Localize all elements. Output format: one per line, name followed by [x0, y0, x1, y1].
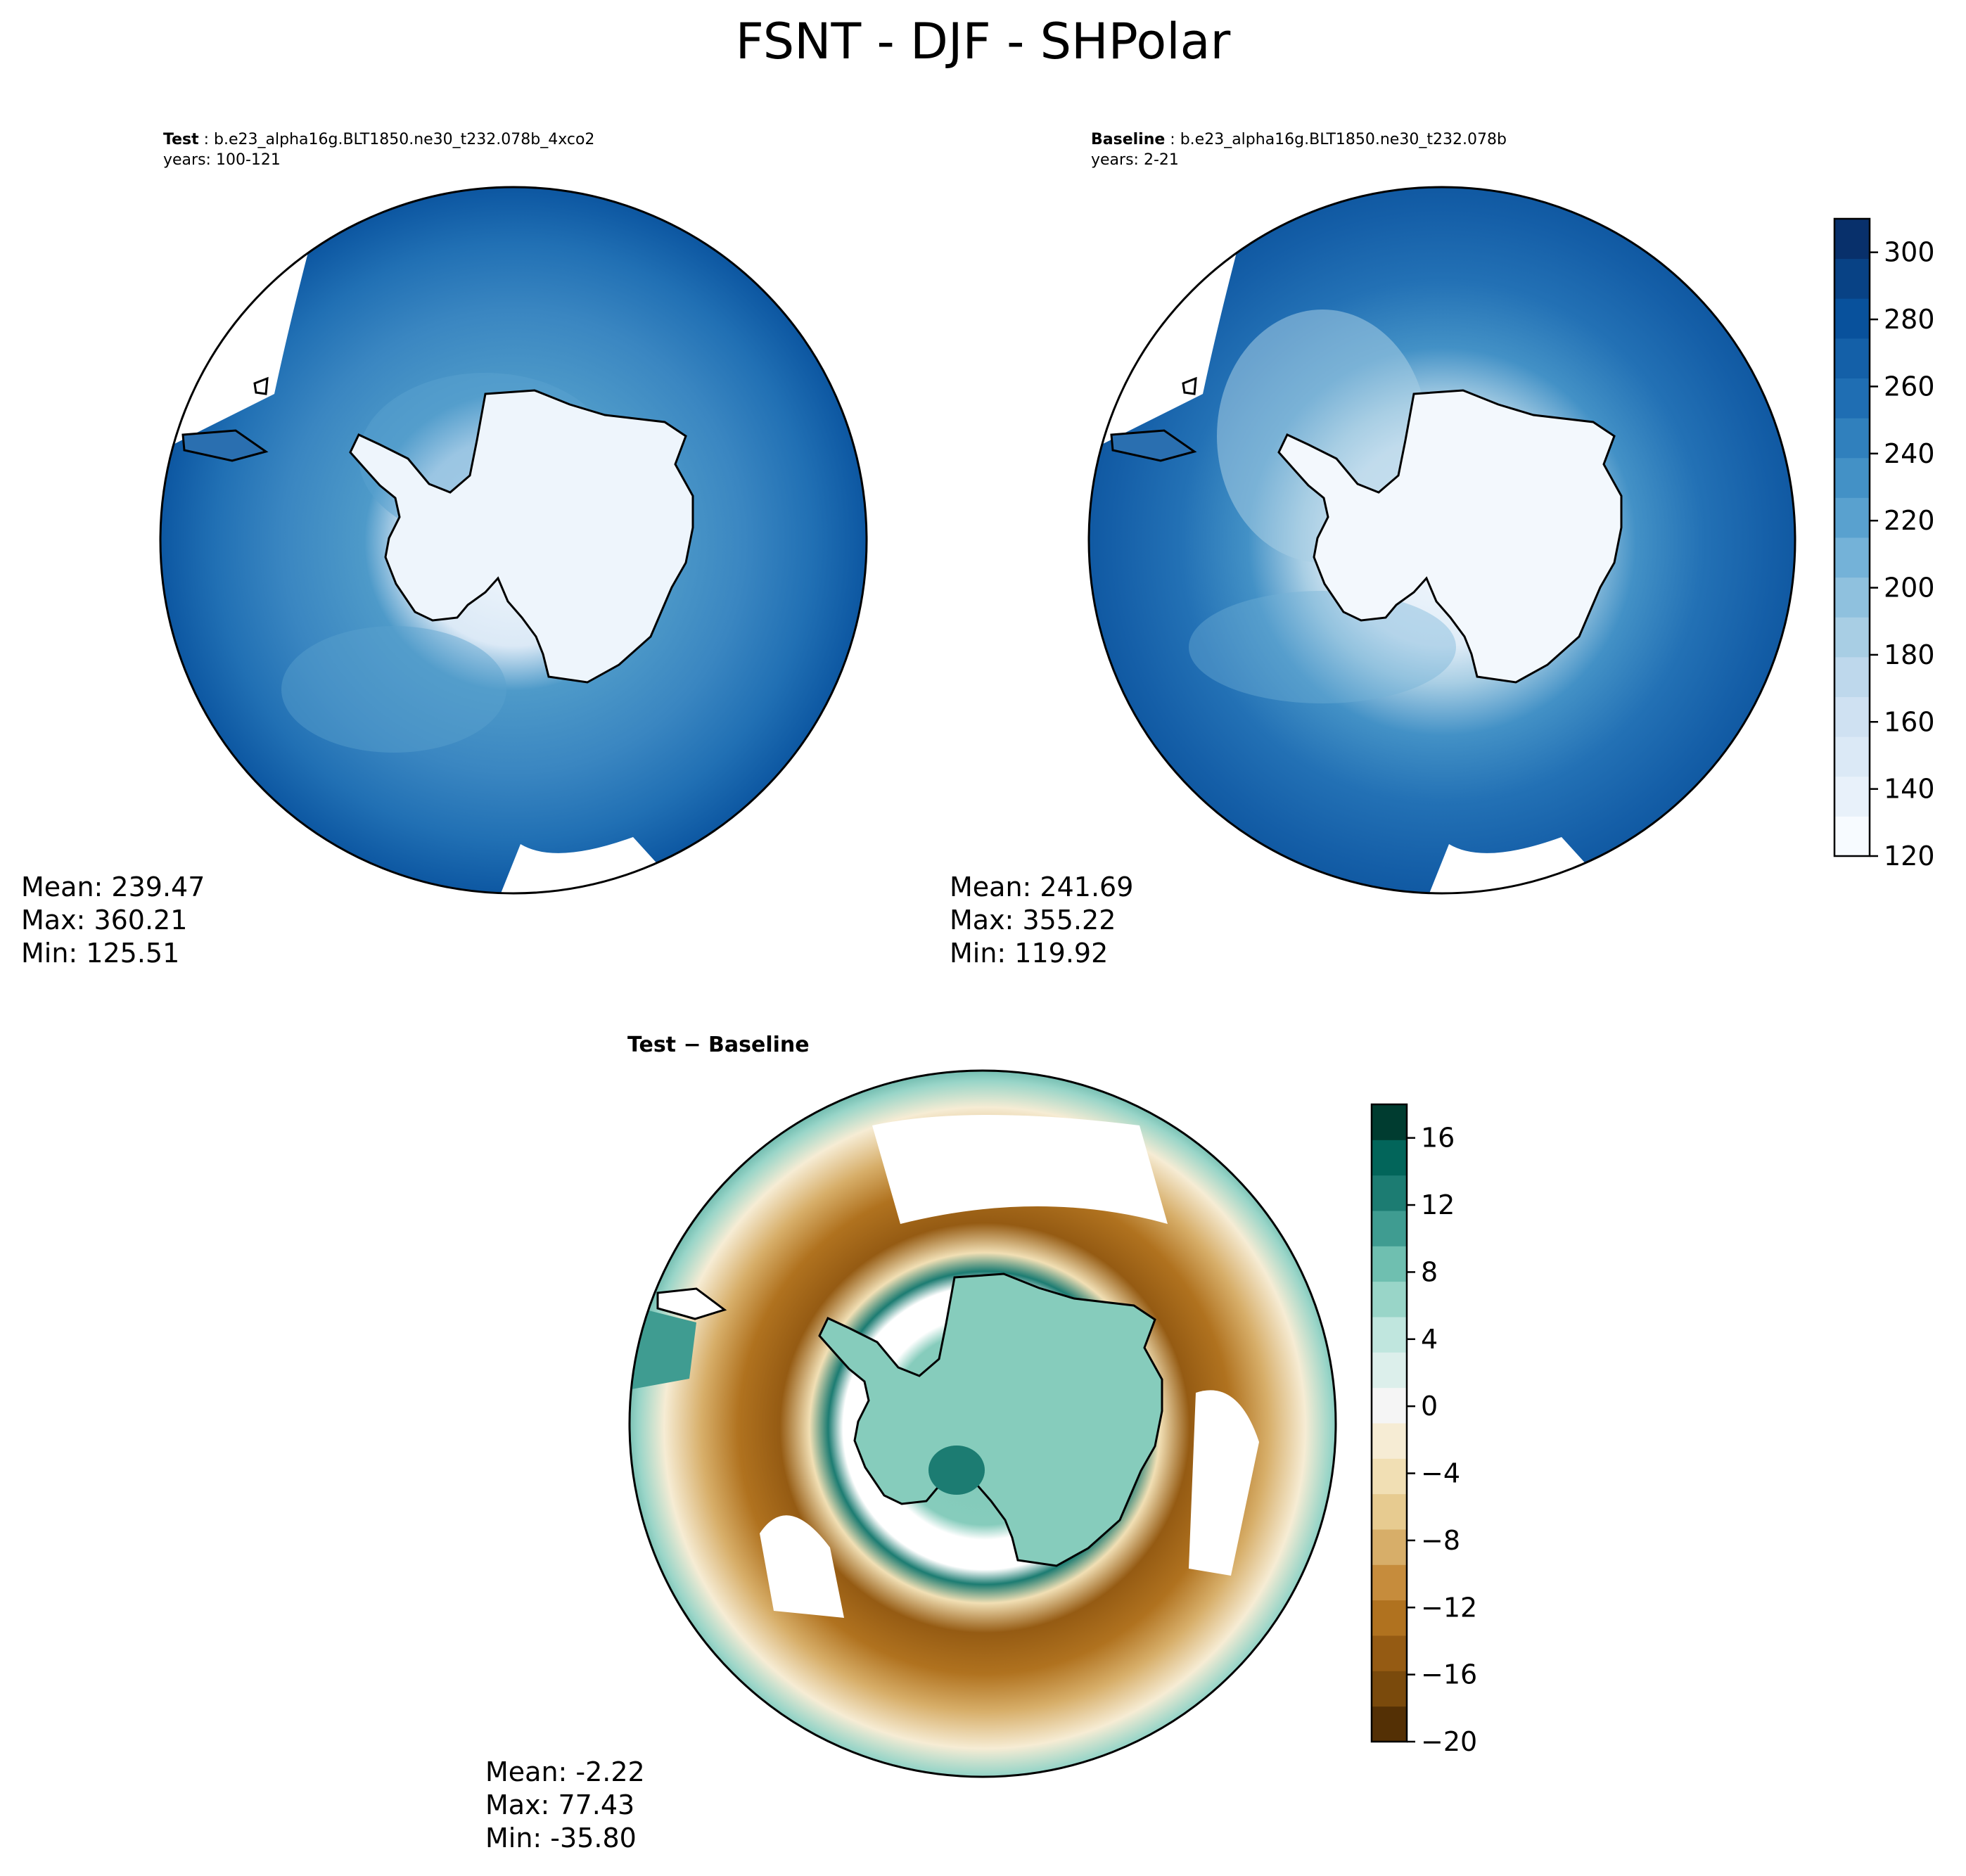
- colorbar-main-segment: [1834, 736, 1870, 777]
- colorbar-main-tick-label: 240: [1884, 438, 1935, 469]
- colorbar-diff-tick-label: −20: [1421, 1726, 1477, 1757]
- test-mean: Mean: 239.47: [21, 872, 205, 902]
- colorbar-main-tick-label: 300: [1884, 237, 1935, 268]
- colorbar-diff-tick-label: −4: [1421, 1458, 1460, 1489]
- colorbar-diff-segment: [1372, 1104, 1407, 1140]
- diff-max: Max: 77.43: [485, 1789, 635, 1820]
- colorbar-main-segment: [1834, 298, 1870, 339]
- colorbar-diff: −20 −16 −12 −8 −4 0 4 8 12 16: [1370, 1103, 1477, 1757]
- colorbar-diff-tick-label: 12: [1421, 1189, 1455, 1220]
- colorbar-diff-tick-label: −16: [1421, 1659, 1477, 1690]
- test-antarctica: [349, 389, 694, 684]
- colorbar-diff-segment: [1372, 1671, 1407, 1707]
- colorbar-main-tick-label: 180: [1884, 639, 1935, 670]
- colorbar-diff-tick-label: −12: [1421, 1592, 1477, 1623]
- baseline-max: Max: 355.22: [950, 905, 1116, 936]
- test-label: Test: [163, 131, 199, 148]
- colorbar-diff-segment: [1372, 1175, 1407, 1211]
- colorbar-main-segment: [1834, 816, 1870, 857]
- colorbar-diff-segment: [1372, 1246, 1407, 1282]
- figure-title: FSNT - DJF - SHPolar: [735, 13, 1231, 70]
- colorbar-diff-segment: [1372, 1140, 1407, 1176]
- baseline-case-name: b.e23_alpha16g.BLT1850.ne30_t232.078b: [1180, 131, 1507, 148]
- colorbar-main-segment: [1834, 338, 1870, 378]
- test-panel-header: Test : b.e23_alpha16g.BLT1850.ne30_t232.…: [163, 131, 595, 169]
- colorbar-main-tick-label: 200: [1884, 573, 1935, 604]
- colorbar-main-segment: [1834, 776, 1870, 817]
- colorbar-diff-tick-label: 8: [1421, 1256, 1438, 1287]
- test-stats: Mean: 239.47 Max: 360.21 Min: 125.51: [21, 871, 205, 970]
- colorbar-main-frame: [1833, 217, 1871, 857]
- diff-min: Min: -35.80: [485, 1823, 637, 1853]
- colorbar-main-tick-label: 280: [1884, 304, 1935, 335]
- colorbar-diff-tick-label: 16: [1421, 1123, 1455, 1154]
- baseline-years: years: 2-21: [1091, 151, 1179, 169]
- colorbar-diff-segment: [1372, 1423, 1407, 1459]
- colorbar-main-tick-label: 160: [1884, 706, 1935, 737]
- colorbar-main-segment: [1834, 457, 1870, 498]
- test-map: [159, 186, 868, 895]
- diff-mean: Mean: -2.22: [485, 1756, 645, 1787]
- colorbar-diff-tick-label: 4: [1421, 1324, 1438, 1355]
- colorbar-main-tick-label: 260: [1884, 371, 1935, 402]
- colorbar-main-tick-label: 120: [1884, 841, 1935, 872]
- colorbar-diff-segment: [1372, 1635, 1407, 1671]
- colorbar-main-segment: [1834, 258, 1870, 299]
- colorbar-main-tick-label: 220: [1884, 505, 1935, 536]
- colorbar-main-segment: [1834, 617, 1870, 658]
- baseline-stats: Mean: 241.69 Max: 355.22 Min: 119.92: [950, 871, 1133, 970]
- baseline-mean: Mean: 241.69: [950, 872, 1134, 902]
- colorbar-diff-segment: [1372, 1317, 1407, 1353]
- baseline-antarctica: [1277, 389, 1623, 684]
- colorbar-diff-segment: [1372, 1458, 1407, 1495]
- test-max: Max: 360.21: [21, 905, 188, 936]
- colorbar-main-segment: [1834, 656, 1870, 697]
- colorbar-main-segment: [1834, 219, 1870, 260]
- diff-panel-title: Test − Baseline: [627, 1033, 810, 1057]
- colorbar-main-segment: [1834, 497, 1870, 538]
- baseline-panel-header: Baseline : b.e23_alpha16g.BLT1850.ne30_t…: [1091, 131, 1507, 169]
- colorbar-main: 120 140 160 180 200 220 240 260 280 300: [1833, 217, 1935, 872]
- colorbar-diff-segment: [1372, 1211, 1407, 1246]
- diff-stats: Mean: -2.22 Max: 77.43 Min: -35.80: [485, 1756, 645, 1855]
- diff-map: [628, 1069, 1337, 1778]
- test-min: Min: 125.51: [21, 938, 180, 969]
- colorbar-main-segment: [1834, 537, 1870, 578]
- test-years: years: 100-121: [163, 151, 281, 169]
- colorbar-main-segment: [1834, 577, 1870, 618]
- colorbar-main-segment: [1834, 418, 1870, 459]
- baseline-label: Baseline: [1091, 131, 1166, 148]
- colorbar-diff-segment: [1372, 1529, 1407, 1565]
- colorbar-diff-tick-label: 0: [1421, 1391, 1438, 1422]
- colorbar-main-segment: [1834, 378, 1870, 419]
- baseline-map: [1087, 186, 1796, 895]
- colorbar-diff-segment: [1372, 1493, 1407, 1530]
- colorbar-diff-segment: [1372, 1281, 1407, 1317]
- baseline-min: Min: 119.92: [950, 938, 1109, 969]
- colorbar-diff-tick-label: −8: [1421, 1525, 1460, 1556]
- colorbar-diff-segment: [1372, 1387, 1407, 1424]
- colorbar-diff-frame: [1370, 1103, 1408, 1743]
- colorbar-main-segment: [1834, 696, 1870, 737]
- colorbar-diff-segment: [1372, 1564, 1407, 1601]
- colorbar-diff-segment: [1372, 1352, 1407, 1389]
- colorbar-main-tick-label: 140: [1884, 774, 1935, 805]
- test-case-name: b.e23_alpha16g.BLT1850.ne30_t232.078b_4x…: [214, 131, 595, 148]
- colorbar-diff-segment: [1372, 1706, 1407, 1742]
- colorbar-diff-segment: [1372, 1600, 1407, 1636]
